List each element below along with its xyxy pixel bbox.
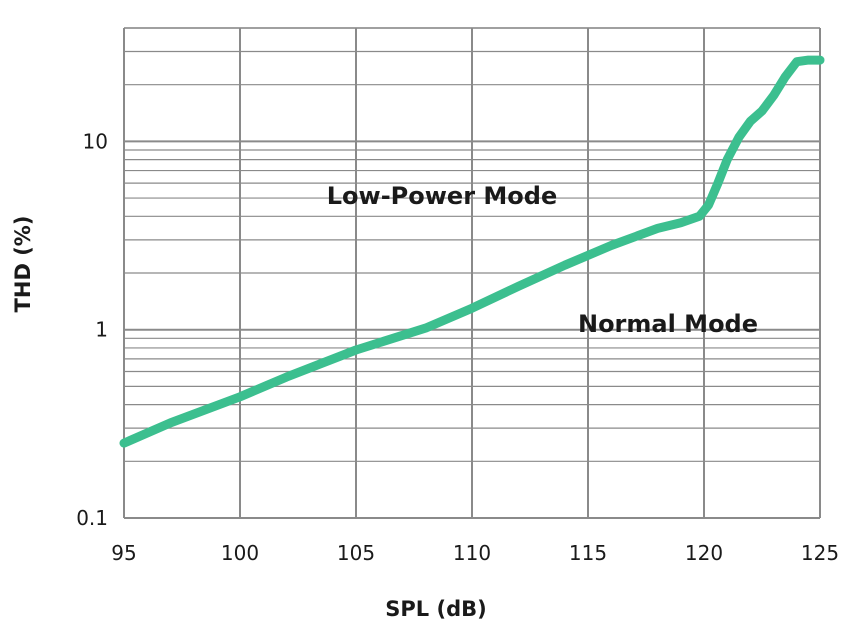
- y-axis-label: THD (%): [11, 216, 35, 313]
- series-line-thd: [119, 55, 825, 448]
- x-tick-label: 105: [337, 541, 375, 565]
- y-tick-label: 10: [83, 129, 108, 153]
- x-tick-label: 125: [801, 541, 839, 565]
- x-tick-label: 95: [111, 541, 136, 565]
- x-tick-label: 110: [453, 541, 491, 565]
- y-tick-label: 1: [95, 318, 108, 342]
- annotation-low-power-mode: Low-Power Mode: [327, 182, 557, 210]
- x-tick-label: 120: [685, 541, 723, 565]
- grid-lines: [123, 27, 821, 519]
- x-axis-label: SPL (dB): [385, 597, 486, 621]
- annotation-normal-mode: Normal Mode: [578, 310, 758, 338]
- y-tick-label: 0.1: [76, 506, 108, 530]
- x-tick-label: 115: [569, 541, 607, 565]
- x-tick-label: 100: [221, 541, 259, 565]
